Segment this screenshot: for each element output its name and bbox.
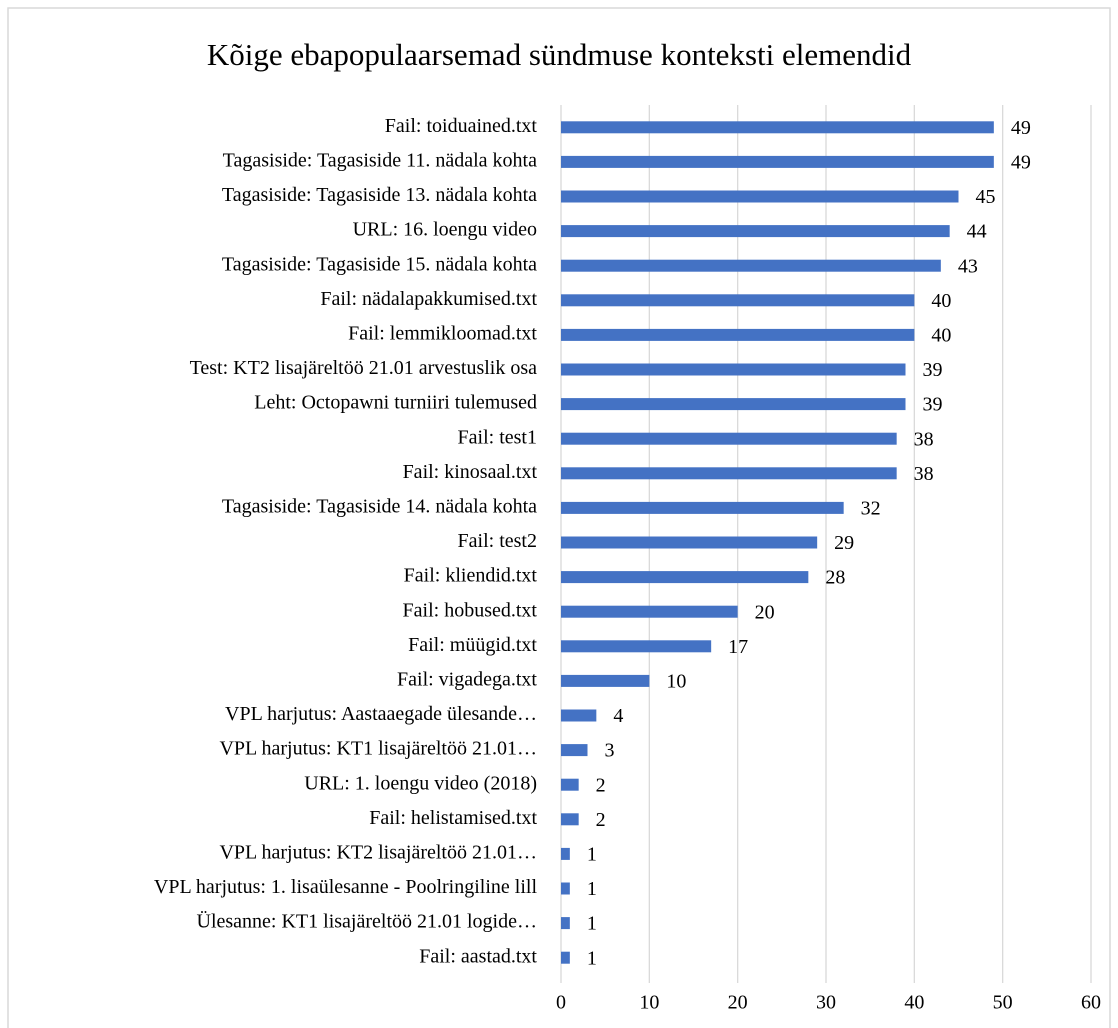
data-label: 38	[914, 463, 934, 485]
bar	[561, 778, 579, 791]
bar	[561, 155, 994, 168]
x-tick-label: 10	[639, 992, 659, 1014]
data-label: 1	[587, 878, 597, 900]
y-tick-label: Fail: kliendid.txt	[404, 565, 538, 587]
data-label: 29	[834, 532, 854, 554]
bar	[561, 225, 950, 238]
y-tick-label: Tagasiside: Tagasiside 13. nädala kohta	[222, 184, 537, 206]
chart-title: Kõige ebapopulaarsemad sündmuse kontekst…	[207, 37, 912, 72]
y-tick-label: Fail: kinosaal.txt	[403, 461, 538, 483]
bar	[561, 744, 588, 757]
bar	[561, 536, 818, 549]
bar	[561, 813, 579, 826]
y-tick-label: Fail: helistamised.txt	[369, 807, 537, 829]
data-label: 1	[587, 913, 597, 935]
bar	[561, 501, 844, 514]
bar	[561, 398, 906, 411]
x-tick-label: 40	[904, 992, 924, 1014]
bar	[561, 467, 897, 480]
data-label: 28	[825, 567, 845, 589]
data-label: 49	[1011, 117, 1031, 139]
y-tick-label: Fail: test2	[458, 530, 537, 552]
bar	[561, 363, 906, 376]
y-tick-label: Test: KT2 lisajäreltöö 21.01 arvestuslik…	[190, 357, 538, 379]
y-tick-label: VPL harjutus: KT2 lisajäreltöö 21.01…	[219, 841, 537, 863]
data-label: 10	[666, 670, 686, 692]
bar	[561, 328, 915, 341]
data-label: 32	[861, 497, 881, 519]
data-label: 39	[923, 394, 943, 416]
y-tick-label: Fail: lemmikloomad.txt	[348, 322, 537, 344]
chart-border	[7, 7, 1111, 1028]
y-tick-label: Fail: müügid.txt	[408, 634, 537, 656]
y-tick-label: Ülesanne: KT1 lisajäreltöö 21.01 logide…	[197, 910, 537, 933]
y-tick-label: Fail: toiduained.txt	[385, 115, 538, 137]
data-label: 45	[976, 186, 996, 208]
y-tick-label: Fail: test1	[458, 426, 537, 448]
bar	[561, 951, 570, 964]
y-tick-label: Fail: aastad.txt	[419, 945, 537, 967]
data-label: 2	[596, 774, 606, 796]
y-tick-label: Tagasiside: Tagasiside 14. nädala kohta	[222, 495, 537, 517]
data-label: 40	[931, 290, 951, 312]
data-label: 20	[755, 601, 775, 623]
data-label: 49	[1011, 151, 1031, 173]
data-label: 39	[923, 359, 943, 381]
x-tick-label: 60	[1081, 992, 1101, 1014]
bar	[561, 674, 650, 687]
bar	[561, 709, 597, 722]
y-tick-label: VPL harjutus: KT1 lisajäreltöö 21.01…	[219, 738, 537, 760]
data-label: 2	[596, 809, 606, 831]
data-label: 38	[914, 428, 934, 450]
data-label: 44	[967, 221, 987, 243]
bar	[561, 121, 994, 134]
bar	[561, 917, 570, 930]
x-tick-label: 20	[728, 992, 748, 1014]
bar	[561, 571, 809, 584]
data-label: 1	[587, 947, 597, 969]
data-label: 3	[605, 740, 615, 762]
bar	[561, 605, 738, 618]
data-label: 43	[958, 255, 978, 277]
y-tick-label: Leht: Octopawni turniiri tulemused	[254, 392, 537, 414]
bar	[561, 259, 941, 272]
bar	[561, 882, 570, 895]
bar	[561, 432, 897, 445]
y-tick-label: Tagasiside: Tagasiside 15. nädala kohta	[222, 253, 537, 275]
bar	[561, 294, 915, 307]
data-label: 17	[728, 636, 748, 658]
x-tick-label: 50	[993, 992, 1013, 1014]
data-label: 1	[587, 843, 597, 865]
y-tick-label: URL: 16. loengu video	[353, 219, 537, 241]
y-tick-label: Fail: vigadega.txt	[397, 668, 537, 690]
y-tick-label: Fail: nädalapakkumised.txt	[320, 288, 537, 310]
bar	[561, 190, 959, 203]
bar	[561, 640, 712, 653]
y-tick-label: Tagasiside: Tagasiside 11. nädala kohta	[223, 149, 537, 171]
y-tick-label: Fail: hobused.txt	[403, 599, 538, 621]
bar	[561, 847, 570, 860]
y-tick-label: VPL harjutus: Aastaaegade ülesande…	[225, 703, 537, 725]
data-label: 4	[613, 705, 623, 727]
data-label: 40	[931, 324, 951, 346]
x-tick-label: 30	[816, 992, 836, 1014]
y-tick-label: VPL harjutus: 1. lisaülesanne - Poolring…	[154, 876, 538, 898]
y-tick-label: URL: 1. loengu video (2018)	[304, 772, 537, 794]
x-tick-label: 0	[556, 992, 566, 1014]
